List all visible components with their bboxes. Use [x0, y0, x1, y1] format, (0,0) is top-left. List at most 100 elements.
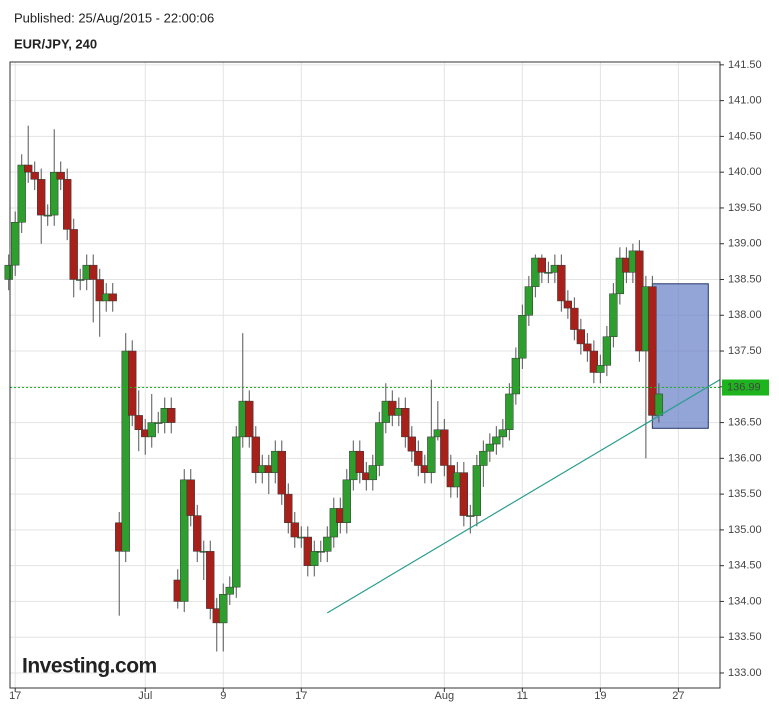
candle-body — [615, 257, 625, 295]
candle-body — [368, 465, 377, 481]
candle-body — [69, 229, 78, 280]
candle-body — [401, 408, 410, 438]
candle-body — [570, 307, 579, 330]
candle-body — [24, 164, 33, 173]
candle-body — [609, 293, 618, 337]
plot-frame — [9, 61, 721, 689]
candle-body — [355, 450, 364, 473]
y-tick-label: 134.00 — [728, 595, 762, 607]
candle-body — [498, 429, 507, 438]
candle-body — [245, 400, 254, 438]
candle-body — [485, 443, 494, 452]
candle-body — [251, 436, 260, 473]
candle-body — [50, 171, 59, 216]
candle-body — [414, 450, 423, 466]
candle-body — [277, 450, 286, 495]
y-tick-label: 140.00 — [728, 166, 762, 178]
y-tick-label: 136.50 — [728, 416, 762, 428]
x-tick-label: Aug — [435, 690, 455, 702]
candle-body — [56, 171, 65, 180]
y-tick-label: 138.50 — [728, 273, 762, 285]
candle-body — [310, 551, 319, 566]
candle-body — [479, 450, 488, 466]
candle-body — [576, 329, 586, 345]
current-price-badge — [722, 379, 769, 396]
y-tick-label: 135.50 — [728, 488, 762, 500]
candle-body — [180, 479, 189, 602]
candle-body — [459, 472, 468, 516]
candle-body — [518, 315, 527, 359]
y-tick-label: 133.50 — [728, 631, 762, 643]
candle-body — [290, 522, 299, 538]
candle-body — [121, 350, 130, 552]
candle-body — [154, 422, 163, 424]
x-tick-label: 11 — [517, 690, 528, 702]
candle-body — [63, 179, 72, 230]
candle-body — [186, 479, 195, 516]
current-price-label: 136.99 — [727, 381, 761, 393]
candle-body — [4, 264, 13, 280]
candle-body — [596, 365, 605, 373]
x-tick-label: 17 — [295, 690, 307, 702]
candle-body — [427, 436, 436, 473]
candle-body — [316, 551, 325, 553]
candle-body — [440, 429, 449, 466]
published-date: Published: 25/Aug/2015 - 22:00:06 — [14, 10, 214, 25]
x-tick-label: 27 — [672, 690, 684, 702]
candle-body — [375, 422, 384, 466]
candle-body — [206, 551, 215, 609]
candle-body — [342, 479, 351, 523]
candle-body — [492, 436, 501, 445]
y-tick-label: 139.50 — [728, 202, 762, 214]
candle-body — [472, 465, 481, 516]
x-tick-label: 19 — [594, 690, 606, 702]
candle-body — [147, 422, 156, 438]
y-tick-label: 137.50 — [728, 345, 762, 357]
candle-body — [583, 343, 592, 352]
y-tick-label: 141.00 — [728, 95, 762, 107]
candle-body — [505, 393, 514, 430]
candle-body — [511, 357, 520, 395]
candle-body — [225, 586, 234, 595]
candle-body — [17, 164, 26, 223]
candle-body — [76, 279, 85, 281]
candle-body — [563, 300, 573, 309]
candle-body — [284, 493, 293, 523]
y-tick-label: 141.50 — [728, 59, 762, 71]
candle-body — [11, 222, 20, 266]
x-tick-label: Jul — [138, 690, 152, 702]
candle-body — [89, 264, 98, 280]
candle-body — [323, 536, 332, 552]
candle-body — [30, 171, 39, 180]
trend-line — [326, 379, 721, 614]
candle-body — [648, 286, 657, 416]
candle-body — [134, 415, 143, 430]
candle-body — [95, 279, 104, 302]
logo: Investing.com — [22, 655, 157, 678]
y-tick-label: 140.50 — [728, 130, 762, 142]
candle-body — [232, 436, 241, 588]
chart-title: EUR/JPY, 240 — [14, 36, 97, 51]
candle-body — [524, 286, 533, 316]
y-tick-label: 135.00 — [728, 524, 762, 536]
candle-body — [37, 179, 46, 216]
y-tick-label: 139.00 — [728, 238, 762, 250]
y-tick-label: 134.50 — [728, 560, 762, 572]
candle-body — [654, 393, 664, 416]
candle-body — [537, 257, 547, 273]
candle-body — [219, 594, 228, 624]
y-tick-label: 136.00 — [728, 452, 762, 464]
candle-body — [602, 336, 612, 366]
candle-body — [43, 214, 52, 217]
candle-body — [108, 293, 117, 302]
candle-body — [193, 515, 202, 552]
x-tick-label: 17 — [9, 690, 21, 702]
y-tick-label: 133.00 — [728, 667, 762, 679]
candle-body — [589, 350, 599, 373]
x-tick-label: 9 — [220, 690, 226, 702]
candle-body — [407, 436, 416, 452]
candle-body — [128, 350, 137, 416]
y-tick-label: 138.00 — [728, 309, 762, 321]
candle-body — [466, 515, 475, 517]
